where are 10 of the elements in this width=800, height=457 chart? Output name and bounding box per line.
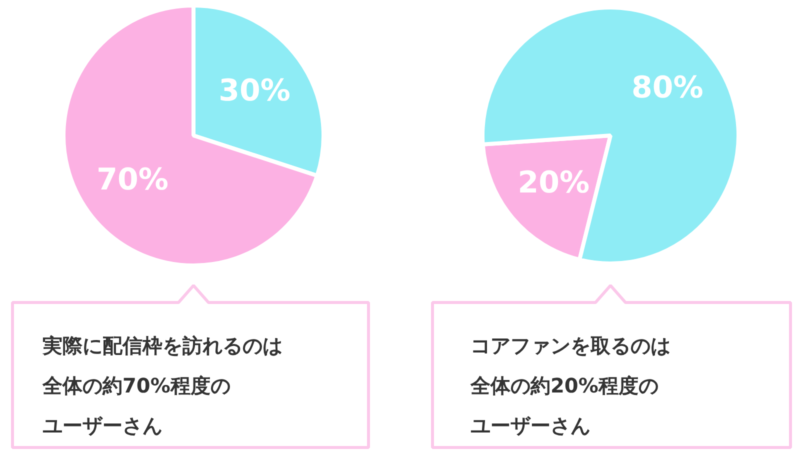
data-label: 20%: [518, 166, 590, 201]
text: ユーザーさん: [470, 414, 590, 438]
text: コアファンを取るのは: [470, 334, 670, 358]
text: 全体の約20%程度の: [470, 374, 658, 398]
data-label: 80%: [631, 70, 704, 106]
data-label: 70%: [96, 162, 168, 198]
text: 実際に配信枠を訪れるのは: [42, 334, 282, 358]
data-label: 30%: [218, 74, 290, 109]
text: ユーザーさん: [42, 414, 162, 438]
text: 全体の約70%程度の: [42, 374, 230, 398]
